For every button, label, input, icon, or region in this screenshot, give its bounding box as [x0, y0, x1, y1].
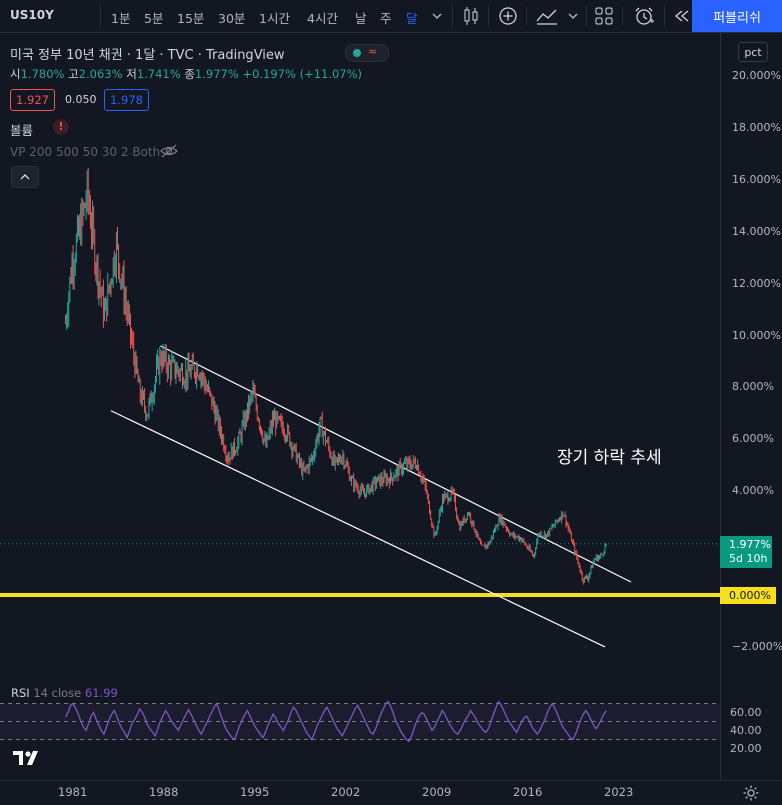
buy-price-button[interactable]: 1.978 [104, 89, 149, 111]
candlestick-icon[interactable] [459, 5, 483, 27]
time-tick-label: 1995 [240, 785, 270, 799]
trend-annotation[interactable]: 장기 하락 추세 [557, 448, 662, 468]
delayed-data-icon: ≈ [368, 45, 378, 58]
change-value: +0.197% (+11.07%) [242, 67, 363, 81]
low-value: 1.741% [136, 67, 181, 81]
candlestick-series[interactable] [65, 167, 607, 585]
rsi-chart[interactable] [0, 677, 720, 780]
rsi-value: 61.99 [84, 686, 118, 700]
time-tick-label: 2023 [604, 785, 634, 799]
time-tick-label: 1981 [58, 785, 88, 799]
price-axis[interactable] [720, 33, 782, 780]
time-tick-label: 2016 [513, 785, 543, 799]
symbol-search-button[interactable]: US10Y [10, 8, 54, 22]
toolbar-divider [586, 6, 587, 26]
price-tick-label: 18.000% [732, 120, 781, 134]
price-tick-label: 4.000% [732, 484, 774, 498]
price-tick-label: 14.000% [732, 224, 781, 238]
rsi-pane[interactable] [0, 677, 720, 780]
time-tick-label: 1988 [149, 785, 179, 799]
toolbar-divider [452, 6, 453, 26]
toolbar-divider [100, 6, 101, 26]
spread-value: 0.050 [65, 93, 97, 106]
publish-button[interactable]: 퍼블리쉬 [692, 0, 782, 32]
replay-rewind-icon[interactable] [672, 5, 692, 27]
rsi-tick-label: 20.00 [730, 741, 762, 755]
open-value: 1.780% [20, 67, 65, 81]
eye-hidden-icon[interactable] [159, 143, 179, 159]
time-axis[interactable] [0, 780, 782, 805]
timeframe-5m[interactable]: 5분 [144, 11, 164, 26]
main-chart-pane[interactable] [0, 33, 720, 676]
toolbar-divider [526, 6, 527, 26]
chevron-down-icon[interactable] [430, 5, 444, 27]
top-toolbar: US10Y 1분 5분 15분 30분 1시간 4시간 날 주 달 퍼블리쉬 [0, 0, 782, 33]
price-tick-label: 16.000% [732, 172, 781, 186]
close-label: 종 [184, 67, 195, 81]
channel-upper-trendline[interactable] [160, 345, 632, 583]
timeframe-month[interactable]: 달 [406, 11, 418, 26]
timeframe-30m[interactable]: 30분 [218, 11, 246, 26]
rsi-label: RSI [11, 686, 30, 700]
settings-gear-icon[interactable] [742, 784, 760, 802]
ohlc-values: 시1.780% 고2.063% 저1.741% 종1.977% +0.197% … [10, 66, 362, 82]
close-value: 1.977% [194, 67, 239, 81]
channel-lower-trendline[interactable] [110, 410, 606, 648]
toolbar-divider [488, 6, 489, 26]
price-tick-label: 10.000% [732, 328, 781, 342]
open-label: 시 [10, 67, 21, 81]
rsi-tick-label: 60.00 [730, 705, 762, 719]
high-value: 2.063% [78, 67, 123, 81]
chevron-down-icon[interactable] [566, 5, 580, 27]
high-label: 고 [68, 67, 79, 81]
sell-price-button[interactable]: 1.927 [10, 89, 55, 111]
time-tick-label: 2002 [331, 785, 361, 799]
indicators-icon[interactable] [534, 5, 560, 27]
rsi-params: 14 close [33, 686, 82, 700]
chevron-up-icon [20, 174, 30, 180]
timeframe-4h[interactable]: 4시간 [307, 11, 338, 26]
timeframe-1h[interactable]: 1시간 [259, 11, 290, 26]
time-tick-label: 2009 [422, 785, 452, 799]
zero-line-label: 0.000% [720, 587, 776, 604]
symbol-title[interactable]: 미국 정부 10년 채권 · 1달 · TVC · TradingView [10, 48, 285, 63]
warning-icon[interactable]: ! [53, 119, 69, 135]
low-label: 저 [126, 67, 137, 81]
price-tick-label: 12.000% [732, 276, 781, 290]
price-tick-label: −2.000% [732, 639, 782, 653]
alarm-clock-icon[interactable] [632, 5, 656, 27]
collapse-legend-button[interactable] [11, 166, 39, 188]
timeframe-week[interactable]: 주 [380, 11, 392, 26]
rsi-line[interactable] [64, 700, 607, 743]
rsi-tick-label: 40.00 [730, 723, 762, 737]
timeframe-15m[interactable]: 15분 [177, 11, 205, 26]
timeframe-day[interactable]: 날 [355, 11, 367, 26]
layout-grid-icon[interactable] [593, 5, 615, 27]
last-price-value: 1.977% [729, 538, 771, 551]
add-indicator-icon[interactable] [496, 5, 520, 27]
price-chart[interactable] [0, 33, 720, 676]
status-dot-icon [353, 49, 361, 57]
rsi-legend[interactable]: RSI 14 close 61.99 [11, 686, 118, 700]
tradingview-logo-icon[interactable] [11, 748, 41, 768]
volume-profile-label[interactable]: VP 200 500 50 30 2 Both [10, 145, 161, 159]
volume-indicator-label[interactable]: 볼륨 [10, 123, 34, 138]
percent-scale-button[interactable]: pct [738, 42, 768, 62]
market-status-badge[interactable]: ≈ [345, 44, 389, 62]
last-price-label: 1.977% 5d 10h [720, 536, 772, 568]
toolbar-divider [664, 6, 665, 26]
price-tick-label: 6.000% [732, 432, 774, 446]
price-tick-label: 8.000% [732, 380, 774, 394]
price-tick-label: 20.000% [732, 69, 781, 82]
toolbar-divider [622, 6, 623, 26]
timeframe-1m[interactable]: 1분 [111, 11, 131, 26]
bar-countdown: 5d 10h [729, 552, 768, 565]
